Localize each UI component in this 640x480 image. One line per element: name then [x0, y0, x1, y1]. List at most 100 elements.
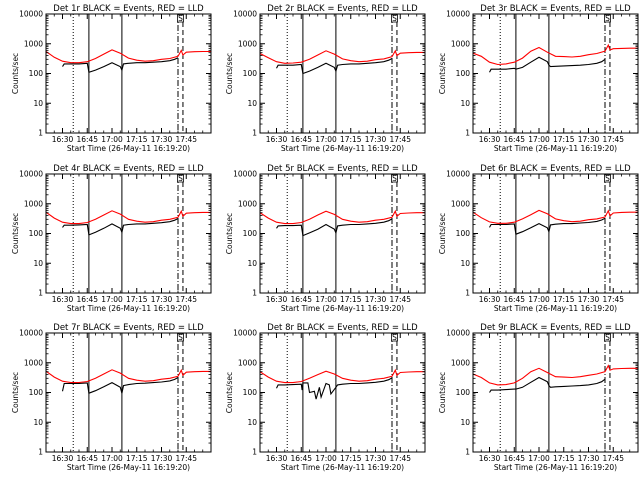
marker-box: [177, 333, 184, 342]
series-lld-line: [46, 209, 211, 225]
y-tick-label: 1: [252, 289, 257, 298]
series-events-line: [62, 57, 179, 74]
x-axis-label: Start Time (26-May-11 16:19:20): [281, 304, 404, 313]
y-tick-label: 10: [247, 259, 257, 268]
x-tick-label: 17:00: [528, 135, 550, 144]
panel-title: Det 9r BLACK = Events, RED = LLD: [480, 323, 631, 333]
y-tick-label: 10000: [19, 329, 43, 338]
x-tick-label: 17:15: [340, 295, 362, 304]
y-tick-label: 1: [465, 448, 470, 457]
panel-det-5: 1 10 100 1000 10000 16:30 16:45 17:00 17:15 17:30…: [225, 164, 426, 313]
panel-title: Det 3r BLACK = Events, RED = LLD: [480, 4, 631, 14]
x-tick-label: 17:30: [578, 295, 600, 304]
x-tick-label: 17:30: [151, 454, 173, 463]
series-events-line: [276, 377, 393, 400]
panel-plot-area: [473, 14, 638, 133]
x-tick-label: 16:30: [52, 454, 74, 463]
y-tick-label: 100: [243, 69, 258, 78]
series-lld-line: [473, 209, 638, 224]
x-axis-label: Start Time (26-May-11 16:19:20): [67, 144, 190, 153]
plot-frame: [259, 173, 426, 294]
y-tick-label: 1000: [451, 39, 470, 48]
x-tick-label: 17:45: [175, 135, 197, 144]
x-axis-label: Start Time (26-May-11 16:19:20): [494, 463, 617, 472]
x-tick-label: 17:00: [315, 135, 337, 144]
y-axis-label: Counts/sec: [438, 53, 447, 94]
series-events-line: [276, 58, 393, 75]
x-tick-label: 17:30: [578, 135, 600, 144]
x-tick-label: 17:00: [101, 295, 123, 304]
panel-title: Det 5r BLACK = Events, RED = LLD: [267, 164, 418, 174]
y-tick-label: 1: [38, 289, 43, 298]
y-tick-label: 10: [33, 418, 43, 427]
series-lld-line: [46, 49, 211, 64]
y-axis-label: Counts/sec: [225, 53, 234, 94]
x-tick-label: 16:30: [479, 295, 501, 304]
marker-box: [177, 174, 184, 183]
y-tick-label: 1000: [24, 39, 43, 48]
y-tick-label: 100: [29, 229, 44, 238]
y-tick-label: 10000: [233, 170, 257, 179]
y-tick-label: 10000: [446, 170, 470, 179]
x-tick-label: 16:30: [479, 454, 501, 463]
x-tick-label: 17:45: [175, 454, 197, 463]
y-tick-label: 10000: [446, 329, 470, 338]
series-lld-line: [260, 49, 425, 64]
y-tick-label: 100: [456, 229, 471, 238]
y-tick-label: 10: [460, 99, 470, 108]
x-tick-label: 16:45: [290, 135, 312, 144]
y-tick-label: 1000: [451, 358, 470, 367]
y-tick-label: 10: [247, 418, 257, 427]
x-tick-label: 17:30: [151, 295, 173, 304]
x-tick-label: 17:15: [126, 454, 148, 463]
x-tick-label: 17:30: [365, 135, 387, 144]
x-tick-label: 17:00: [528, 454, 550, 463]
panel-plot-area: [260, 14, 425, 133]
plot-frame: [259, 13, 426, 134]
x-tick-label: 16:30: [479, 135, 501, 144]
x-tick-label: 17:00: [315, 295, 337, 304]
x-axis-label: Start Time (26-May-11 16:19:20): [67, 463, 190, 472]
panel-title: Det 6r BLACK = Events, RED = LLD: [480, 164, 631, 174]
x-tick-label: 17:15: [553, 454, 575, 463]
y-tick-label: 100: [456, 69, 471, 78]
panel-det-4: 1 10 100 1000 10000 16:30 16:45 17:00 17:15 17:30…: [11, 164, 212, 313]
x-tick-label: 16:30: [266, 454, 288, 463]
panel-plot-area: [473, 174, 638, 293]
x-tick-label: 17:15: [126, 135, 148, 144]
series-lld-line: [473, 364, 638, 386]
y-tick-label: 10: [33, 259, 43, 268]
x-axis-label: Start Time (26-May-11 16:19:20): [494, 304, 617, 313]
series-events-line: [276, 218, 393, 237]
x-tick-label: 17:15: [553, 135, 575, 144]
series-events-line: [489, 217, 606, 235]
series-events-line: [61, 377, 179, 394]
y-axis-label: Counts/sec: [11, 213, 20, 254]
x-tick-label: 16:45: [503, 135, 525, 144]
x-tick-label: 17:45: [602, 135, 624, 144]
panel-title: Det 4r BLACK = Events, RED = LLD: [53, 164, 204, 174]
panel-plot-area: [46, 14, 211, 133]
x-tick-label: 17:15: [340, 454, 362, 463]
y-axis-label: Counts/sec: [11, 372, 20, 413]
panel-det-1: 1 10 100 1000 10000 16:30 16:45 17:00 17:15 17:30…: [11, 4, 212, 153]
plot-frame: [472, 13, 639, 134]
x-axis-label: Start Time (26-May-11 16:19:20): [494, 144, 617, 153]
x-tick-label: 17:45: [602, 295, 624, 304]
x-tick-label: 17:45: [389, 135, 411, 144]
series-events-line: [62, 218, 179, 236]
x-tick-label: 17:00: [101, 454, 123, 463]
x-axis-label: Start Time (26-May-11 16:19:20): [67, 304, 190, 313]
marker-label: S: [392, 333, 397, 342]
y-tick-label: 1: [38, 129, 43, 138]
x-tick-label: 16:30: [266, 295, 288, 304]
y-tick-label: 1: [465, 129, 470, 138]
y-tick-label: 100: [243, 229, 258, 238]
y-tick-label: 1: [252, 448, 257, 457]
x-tick-label: 17:00: [528, 295, 550, 304]
x-tick-label: 17:00: [315, 454, 337, 463]
x-tick-label: 17:30: [578, 454, 600, 463]
marker-label: S: [178, 333, 183, 342]
y-tick-label: 100: [29, 388, 44, 397]
x-tick-label: 16:45: [76, 135, 98, 144]
